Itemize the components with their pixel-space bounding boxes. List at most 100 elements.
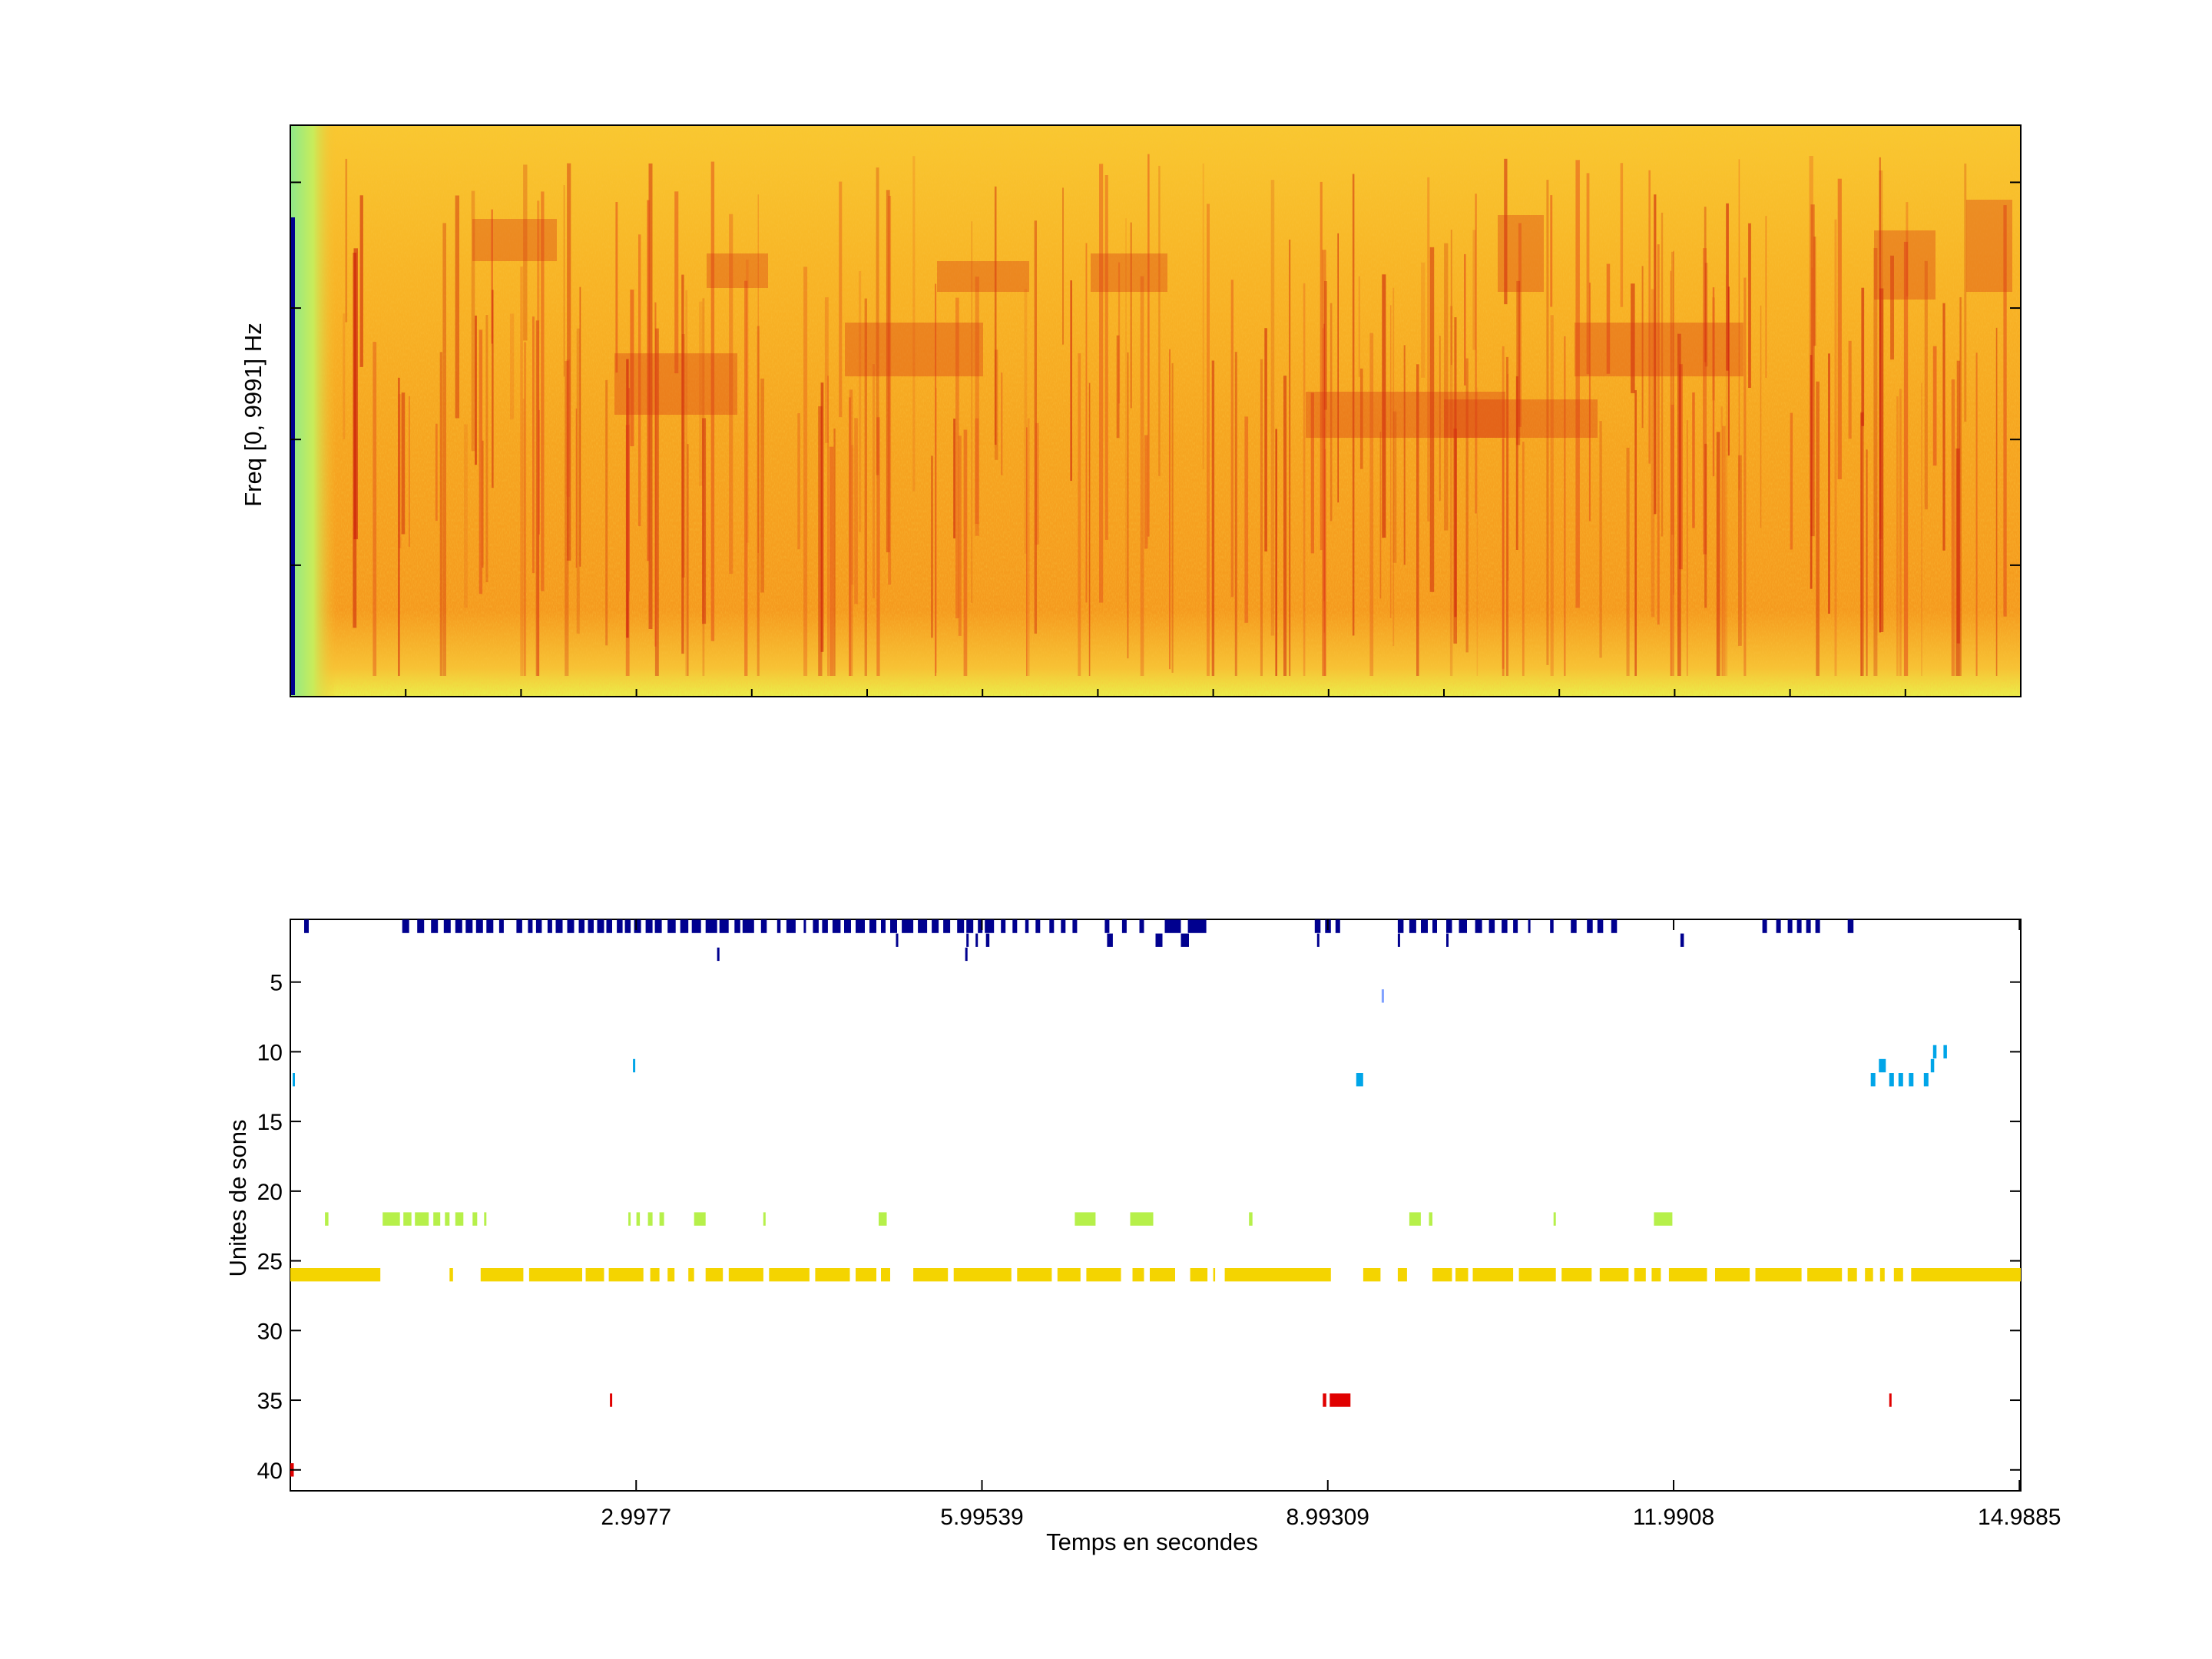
unit-22-mark: [1429, 1212, 1432, 1226]
unit-1-mark: [1513, 919, 1518, 933]
unit-22-mark: [1654, 1212, 1673, 1226]
unit-22-mark: [659, 1212, 664, 1226]
unit-26-mark: [815, 1268, 850, 1282]
unit-2-mark: [1181, 933, 1189, 947]
unit-35-mark: [1323, 1393, 1326, 1407]
unit-26-mark: [1224, 1268, 1331, 1282]
unit-1-mark: [957, 919, 965, 933]
unit-1-mark: [1459, 919, 1467, 933]
unit-1-mark: [606, 919, 612, 933]
unit-1-mark: [1025, 919, 1029, 933]
unit-26-mark: [1847, 1268, 1857, 1282]
unit-1-mark: [856, 919, 865, 933]
unit-1-mark: [932, 919, 939, 933]
unit-26-mark: [1017, 1268, 1052, 1282]
unit-26-mark: [1363, 1268, 1381, 1282]
y-tick-label: 30: [257, 1319, 283, 1344]
unit-26-mark: [769, 1268, 810, 1282]
unit-11-mark: [1879, 1058, 1886, 1073]
units-frame: [290, 919, 2022, 1492]
unit-1-mark: [624, 919, 631, 933]
unit-12-mark: [1356, 1073, 1363, 1087]
unit-1-mark: [902, 919, 914, 933]
spectrogram-texture: [290, 125, 2021, 697]
unit-1-mark: [654, 919, 662, 933]
unit-26-mark: [1807, 1268, 1843, 1282]
unit-35-mark: [610, 1393, 613, 1407]
unit-1-mark: [1796, 919, 1802, 933]
unit-26-mark: [1150, 1268, 1175, 1282]
unit-1-mark: [803, 919, 806, 933]
unit-11-mark: [1930, 1058, 1935, 1073]
unit-2-mark: [1680, 933, 1684, 947]
unit-3-mark: [965, 947, 968, 962]
unit-26-mark: [1879, 1268, 1885, 1282]
x-tick-label: 2.9977: [601, 1505, 671, 1530]
unit-1-mark: [1001, 919, 1006, 933]
unit-1-mark: [890, 919, 897, 933]
unit-12-mark: [1923, 1073, 1929, 1087]
unit-22-mark: [1075, 1212, 1096, 1226]
unit-26-mark: [913, 1268, 949, 1282]
unit-2-mark: [1397, 933, 1400, 947]
unit-22-mark: [1130, 1212, 1154, 1226]
unit-26-mark: [1472, 1268, 1514, 1282]
unit-1-mark: [1104, 919, 1110, 933]
unit-2-mark: [966, 933, 969, 947]
unit-1-mark: [578, 919, 584, 933]
unit-26-mark: [1561, 1268, 1592, 1282]
unit-1-mark: [1847, 919, 1854, 933]
unit-26-mark: [528, 1268, 582, 1282]
unit-26-mark: [856, 1268, 876, 1282]
unit-1-mark: [1187, 919, 1207, 933]
unit-12-mark: [1889, 1073, 1894, 1087]
unit-22-mark: [472, 1212, 478, 1226]
unit-26-mark: [1893, 1268, 1903, 1282]
unit-1-mark: [498, 919, 504, 933]
unit-1-mark: [1421, 919, 1428, 933]
unit-1-mark: [1488, 919, 1495, 933]
unit-1-mark: [1409, 919, 1416, 933]
unit-1-mark: [528, 919, 533, 933]
unit-22-mark: [1409, 1212, 1421, 1226]
unit-22-mark: [382, 1212, 400, 1226]
unit-1-mark: [742, 919, 754, 933]
unit-6-mark: [1381, 989, 1384, 1003]
unit-2-mark: [896, 933, 899, 947]
units-ticks: 5 10 15 20 25 30 35 40 2.9977 5.99539 8.99309 11.99…: [257, 919, 2061, 1530]
unit-1-mark: [1815, 919, 1820, 933]
unit-1-mark: [1446, 919, 1452, 933]
spectrogram-panel: [290, 124, 2022, 697]
y-tick-label: 35: [257, 1389, 283, 1414]
unit-1-mark: [1597, 919, 1604, 933]
unit-1-mark: [705, 919, 717, 933]
unit-1-mark: [1049, 919, 1055, 933]
unit-1-mark: [1072, 919, 1078, 933]
unit-26-mark: [650, 1268, 660, 1282]
unit-2-mark: [1316, 933, 1320, 947]
unit-22-mark: [636, 1212, 641, 1226]
unit-1-mark: [667, 919, 676, 933]
unit-1-mark: [691, 919, 701, 933]
unit-26-mark: [1755, 1268, 1802, 1282]
unit-26-mark: [290, 1268, 381, 1282]
unit-1-mark: [1164, 919, 1181, 933]
unit-26-mark: [881, 1268, 890, 1282]
y-tick-label: 5: [270, 971, 283, 996]
unit-1-mark: [1806, 919, 1811, 933]
unit-10-mark: [1932, 1045, 1937, 1059]
unit-26-mark: [585, 1268, 604, 1282]
unit-26-mark: [1397, 1268, 1407, 1282]
unit-1-mark: [1528, 919, 1531, 933]
unit-1-mark: [734, 919, 740, 933]
unit-26-mark: [728, 1268, 763, 1282]
unit-22-mark: [403, 1212, 412, 1226]
unit-26-mark: [1057, 1268, 1081, 1282]
units-panel: 5 10 15 20 25 30 35 40 2.9977 5.99539 8.99309 11.99…: [257, 919, 2061, 1530]
unit-1-mark: [1550, 919, 1554, 933]
unit-26-mark: [1911, 1268, 2021, 1282]
unit-1-mark: [304, 919, 309, 933]
unit-1-mark: [869, 919, 876, 933]
unit-1-mark: [966, 919, 974, 933]
